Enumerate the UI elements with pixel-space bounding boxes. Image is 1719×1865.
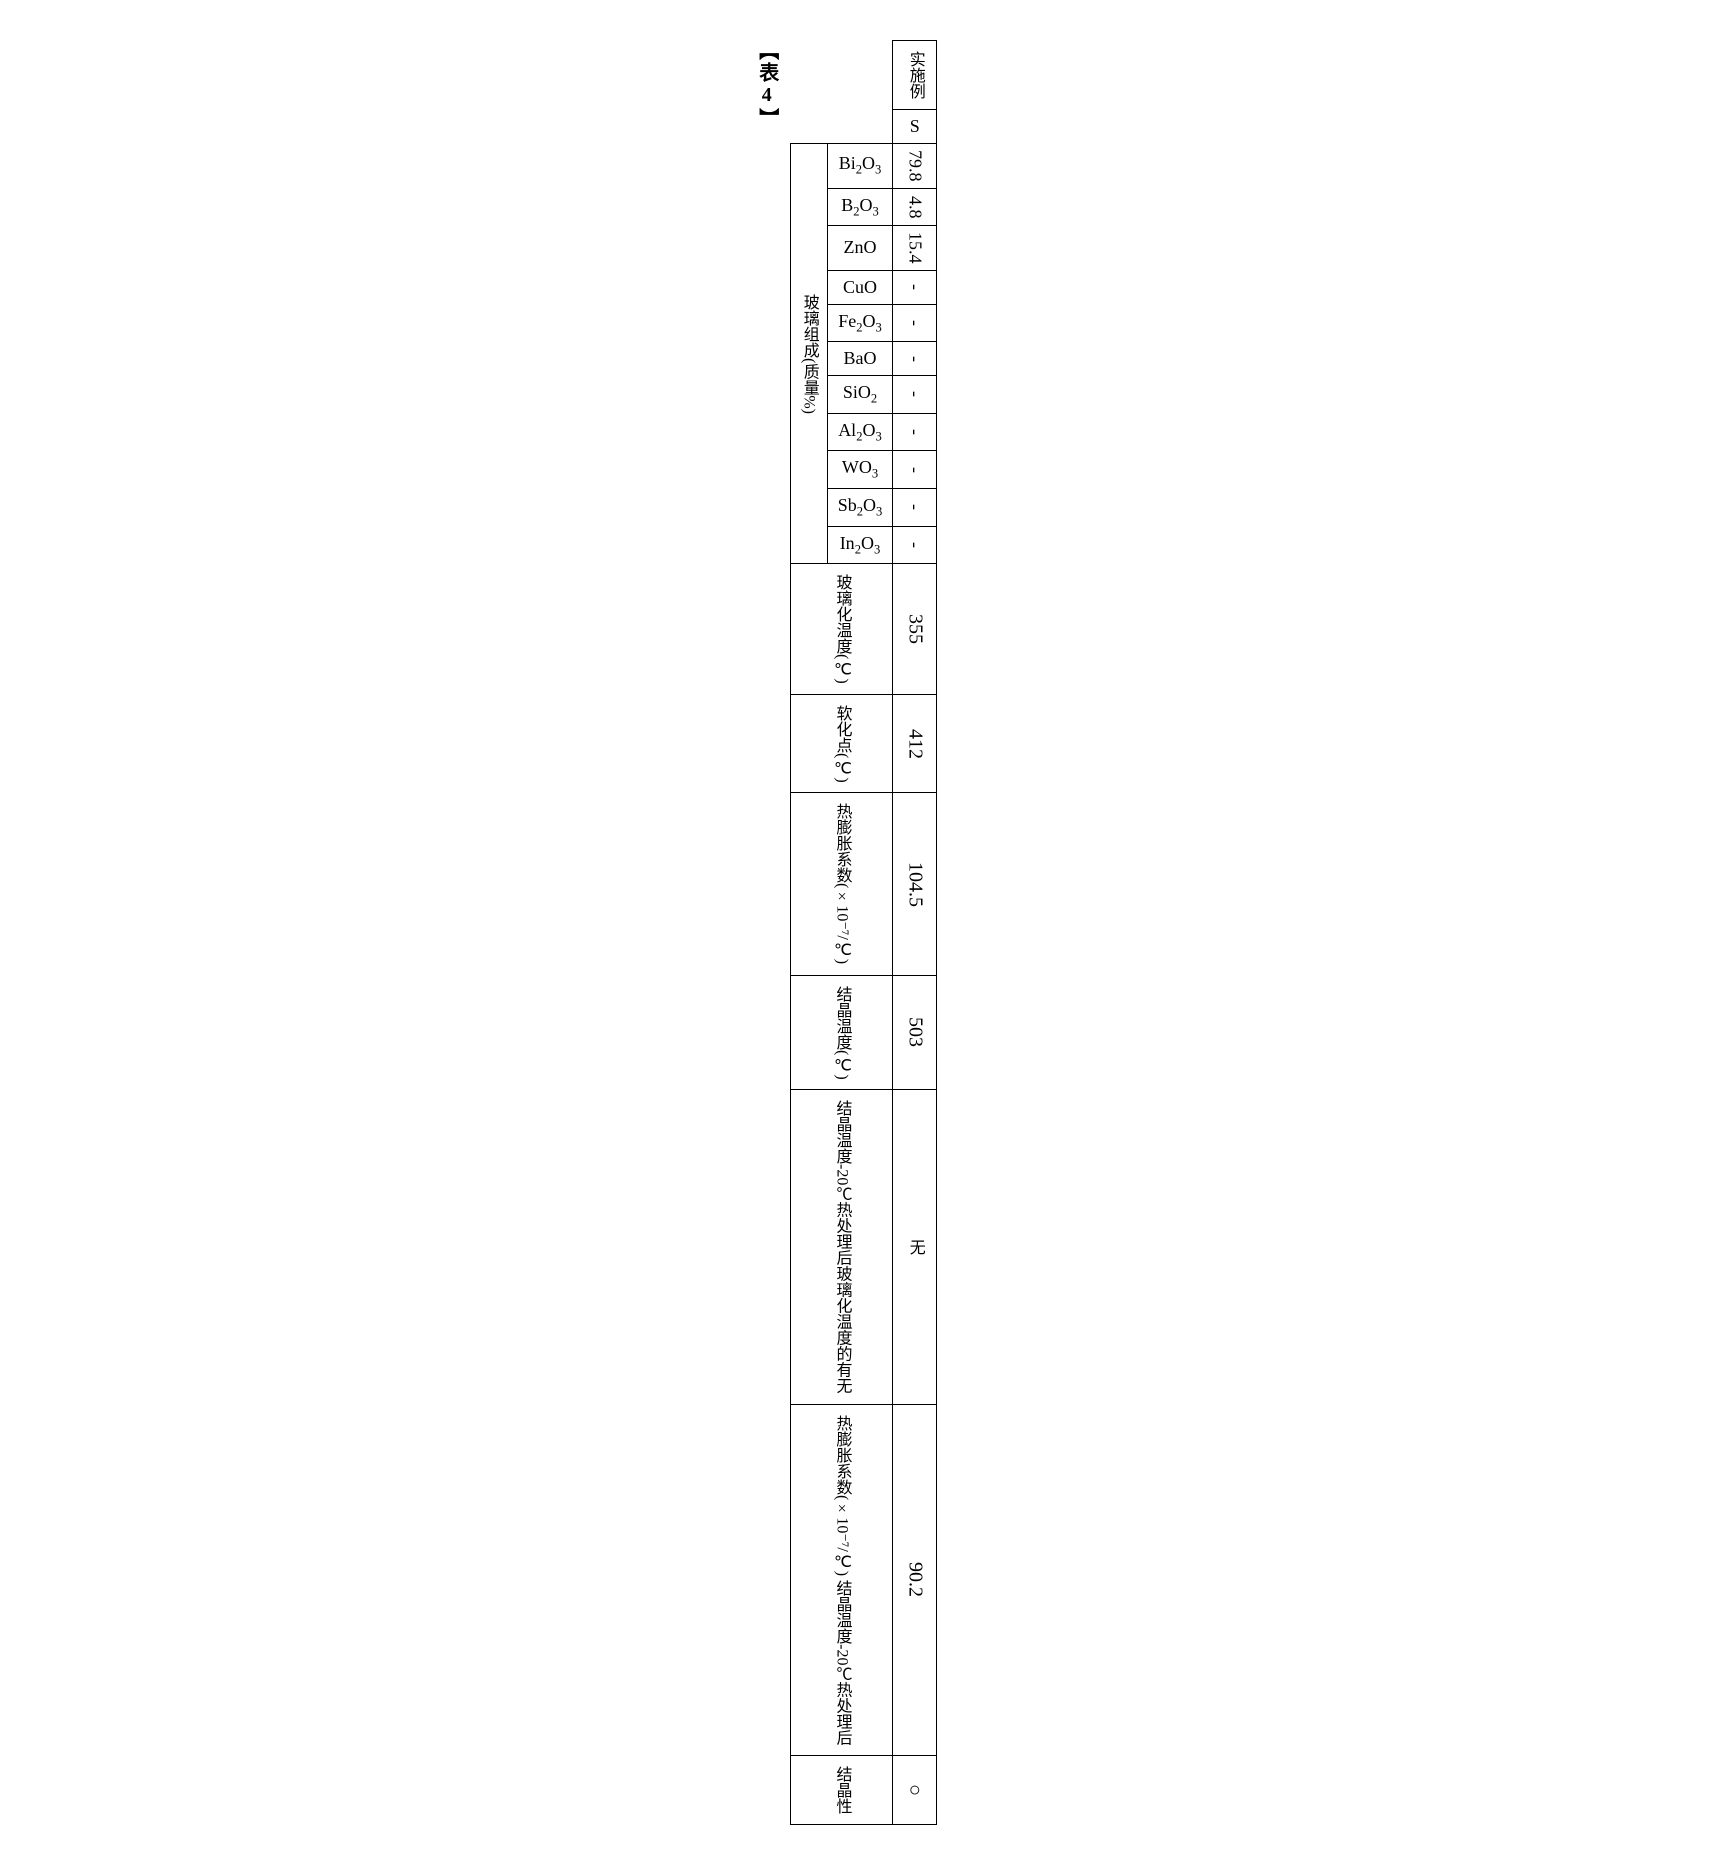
prop-label-3: 结晶温度(℃) [790, 975, 893, 1090]
comp-label-Sb2O3: Sb2O3 [827, 488, 893, 526]
prop-label-2: 热膨胀系数(×10⁻⁷/℃) [790, 793, 893, 975]
comp-label-Fe2O3: Fe2O3 [827, 304, 893, 342]
comp-value-SiO2: - [893, 376, 937, 414]
prop-value-6: ○ [893, 1756, 937, 1825]
comp-label-CuO: CuO [827, 270, 893, 304]
comp-value-Sb2O3: - [893, 488, 937, 526]
prop-label-0: 玻璃化温度(℃) [790, 564, 893, 695]
comp-value-BaO: - [893, 342, 937, 376]
example-header: 实施例 [893, 41, 937, 110]
comp-label-In2O3: In2O3 [827, 526, 893, 564]
data-table: 实施例 S 玻璃组成(质量%) Bi2O3 79.8 B2O34.8 ZnO15… [790, 40, 938, 1825]
comp-value-B2O3: 4.8 [893, 188, 937, 226]
comp-value-Bi2O3: 79.8 [893, 144, 937, 189]
prop-value-0: 355 [893, 564, 937, 695]
comp-value-In2O3: - [893, 526, 937, 564]
prop-label-1: 软化点(℃) [790, 694, 893, 793]
prop-label-4: 结晶温度-20℃热处理后玻璃化温度的有无 [790, 1090, 893, 1404]
prop-label-6: 结晶性 [790, 1756, 893, 1825]
comp-value-WO3: - [893, 451, 937, 489]
prop-value-2: 104.5 [893, 793, 937, 975]
comp-value-Fe2O3: - [893, 304, 937, 342]
comp-label-SiO2: SiO2 [827, 376, 893, 414]
comp-label-WO3: WO3 [827, 451, 893, 489]
prop-value-4: 无 [893, 1090, 937, 1404]
comp-label-Al2O3: Al2O3 [827, 413, 893, 451]
comp-value-CuO: - [893, 270, 937, 304]
prop-label-5: 热膨胀系数(×10⁻⁷/℃) 结晶温度-20℃热处理后 [790, 1404, 893, 1755]
prop-value-3: 503 [893, 975, 937, 1090]
comp-value-ZnO: 15.4 [893, 226, 937, 271]
comp-value-Al2O3: - [893, 413, 937, 451]
example-id: S [893, 110, 937, 144]
comp-label-B2O3: B2O3 [827, 188, 893, 226]
comp-label-BaO: BaO [827, 342, 893, 376]
prop-value-1: 412 [893, 694, 937, 793]
composition-group-label: 玻璃组成(质量%) [790, 144, 827, 564]
prop-value-5: 90.2 [893, 1404, 937, 1755]
comp-label-ZnO: ZnO [827, 226, 893, 271]
table-title: 【表4】 [753, 40, 782, 130]
comp-label-Bi2O3: Bi2O3 [827, 144, 893, 189]
